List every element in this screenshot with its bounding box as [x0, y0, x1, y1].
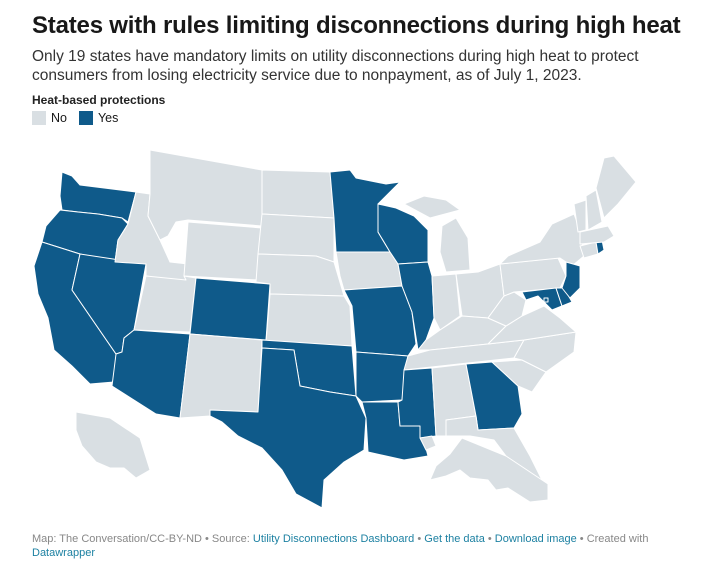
datawrapper-link[interactable]: Datawrapper [32, 547, 95, 559]
state-VT[interactable] [573, 199, 587, 233]
state-IN[interactable] [431, 273, 461, 331]
state-CO[interactable] [189, 277, 271, 341]
state-IA[interactable] [335, 251, 403, 291]
legend-item-no: No [32, 111, 67, 125]
download-image-link[interactable]: Download image [494, 533, 577, 545]
legend-label-no: No [51, 111, 67, 125]
state-MO[interactable] [343, 285, 417, 357]
state-HI[interactable] [419, 435, 437, 451]
state-AK-mainland[interactable] [75, 411, 151, 479]
state-AZ[interactable] [111, 329, 191, 419]
state-AR[interactable] [355, 351, 409, 403]
state-NJ[interactable] [561, 261, 581, 299]
legend: No Yes [32, 111, 130, 125]
state-WY[interactable] [183, 221, 263, 281]
legend-title: Heat-based protections [32, 93, 166, 107]
state-AK[interactable] [429, 437, 549, 503]
footer-sep-2: • [484, 533, 495, 545]
state-MA[interactable] [579, 225, 615, 245]
state-ME[interactable] [595, 155, 637, 219]
footer-sep-1: • [414, 533, 425, 545]
get-data-link[interactable]: Get the data [424, 533, 485, 545]
legend-item-yes: Yes [78, 111, 119, 125]
state-NM[interactable] [179, 333, 263, 419]
us-map-svg [33, 149, 637, 509]
state-NH[interactable] [585, 189, 603, 231]
us-map [0, 130, 707, 530]
state-NY[interactable] [499, 213, 585, 267]
legend-swatch-yes [78, 111, 93, 125]
state-DE[interactable] [555, 287, 573, 307]
state-DC[interactable] [543, 297, 549, 303]
state-KS[interactable] [265, 293, 353, 347]
footer: Map: The Conversation/CC-BY-ND • Source:… [32, 532, 652, 560]
state-ND[interactable] [261, 169, 335, 219]
state-TX[interactable] [209, 347, 367, 509]
footer-created: • Created with [576, 533, 649, 545]
map-subtitle: Only 19 states have mandatory limits on … [32, 48, 639, 84]
footer-credit: Map: The Conversation/CC-BY-ND • Source: [32, 533, 253, 545]
state-MI[interactable] [403, 195, 471, 273]
state-SC[interactable] [491, 359, 547, 393]
state-UT[interactable] [133, 275, 197, 333]
legend-swatch-no [32, 111, 46, 125]
map-title: States with rules limiting disconnection… [32, 12, 681, 39]
legend-label-yes: Yes [97, 111, 119, 125]
source-link[interactable]: Utility Disconnections Dashboard [252, 533, 415, 545]
